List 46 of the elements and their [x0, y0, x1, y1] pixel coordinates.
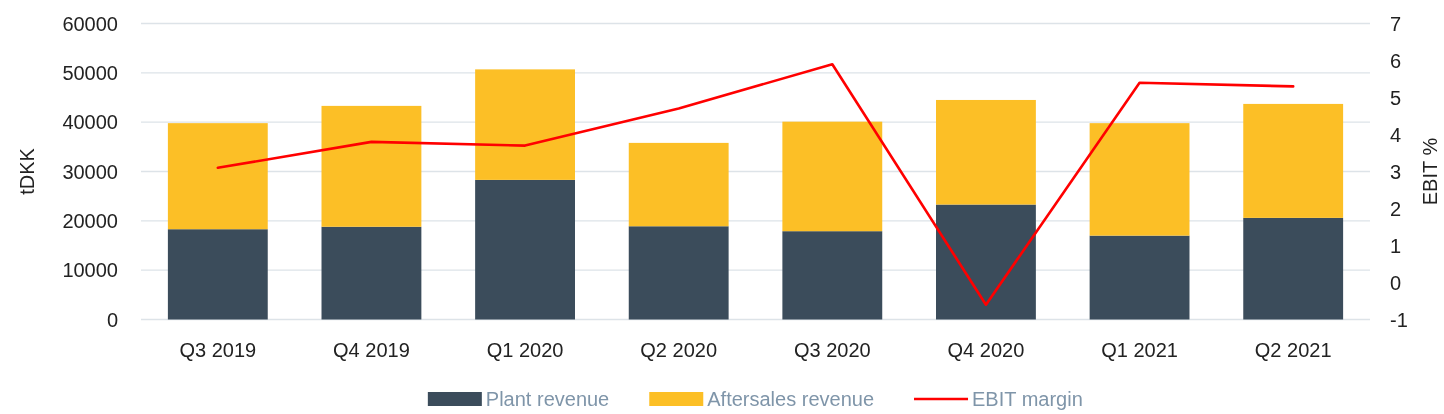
bar [167, 229, 268, 320]
bar [628, 142, 729, 227]
y2-tick-label: 6 [1390, 49, 1402, 72]
y-tick-label: 20000 [62, 209, 118, 232]
y2-tick-label: 4 [1390, 123, 1402, 146]
x-tick-label: Q2 2021 [1254, 339, 1332, 361]
y2-tick-label: 2 [1390, 197, 1402, 220]
bar [936, 99, 1036, 205]
y-tick-label: 40000 [62, 111, 118, 134]
bar [782, 121, 883, 232]
x-tick-label: Q1 2020 [486, 339, 564, 361]
y-tick-label: 0 [106, 308, 118, 331]
bar [1089, 235, 1190, 320]
bar [1243, 217, 1344, 320]
y2-axis-title: EBIT % [1419, 137, 1441, 206]
x-tick-label: Q4 2019 [333, 339, 410, 361]
y-tick-label: 30000 [62, 160, 118, 183]
bar [936, 204, 1036, 320]
x-tick-label: Q3 2020 [793, 339, 871, 361]
x-tick-label: Q2 2020 [640, 339, 718, 361]
bar [1089, 123, 1190, 236]
bar [321, 226, 422, 320]
y-tick-label: 60000 [62, 12, 118, 35]
bar [321, 105, 422, 227]
legend-label: EBIT margin [972, 388, 1083, 410]
bar [1243, 103, 1344, 218]
x-tick-label: Q3 2019 [179, 339, 257, 361]
y-tick-label: 10000 [62, 259, 118, 282]
y-tick-label: 50000 [62, 61, 118, 84]
y2-tick-label: 7 [1390, 12, 1402, 35]
bar [628, 226, 729, 320]
y2-tick-label: 1 [1390, 234, 1402, 257]
bar [475, 69, 575, 180]
bar [782, 231, 883, 320]
y2-tick-label: -1 [1390, 308, 1408, 331]
x-tick-label: Q4 2020 [947, 339, 1025, 361]
y2-tick-label: 5 [1390, 86, 1402, 109]
legend-label: Aftersales revenue [707, 388, 875, 410]
x-tick-label: Q1 2021 [1101, 339, 1178, 361]
line-series [216, 62, 1295, 306]
y2-tick-label: 3 [1390, 160, 1402, 183]
bar [475, 179, 575, 320]
y2-tick-label: 0 [1390, 271, 1402, 294]
legend-label: Plant revenue [485, 388, 610, 410]
y-axis-title: tDKK [16, 147, 38, 195]
bar [167, 123, 268, 230]
